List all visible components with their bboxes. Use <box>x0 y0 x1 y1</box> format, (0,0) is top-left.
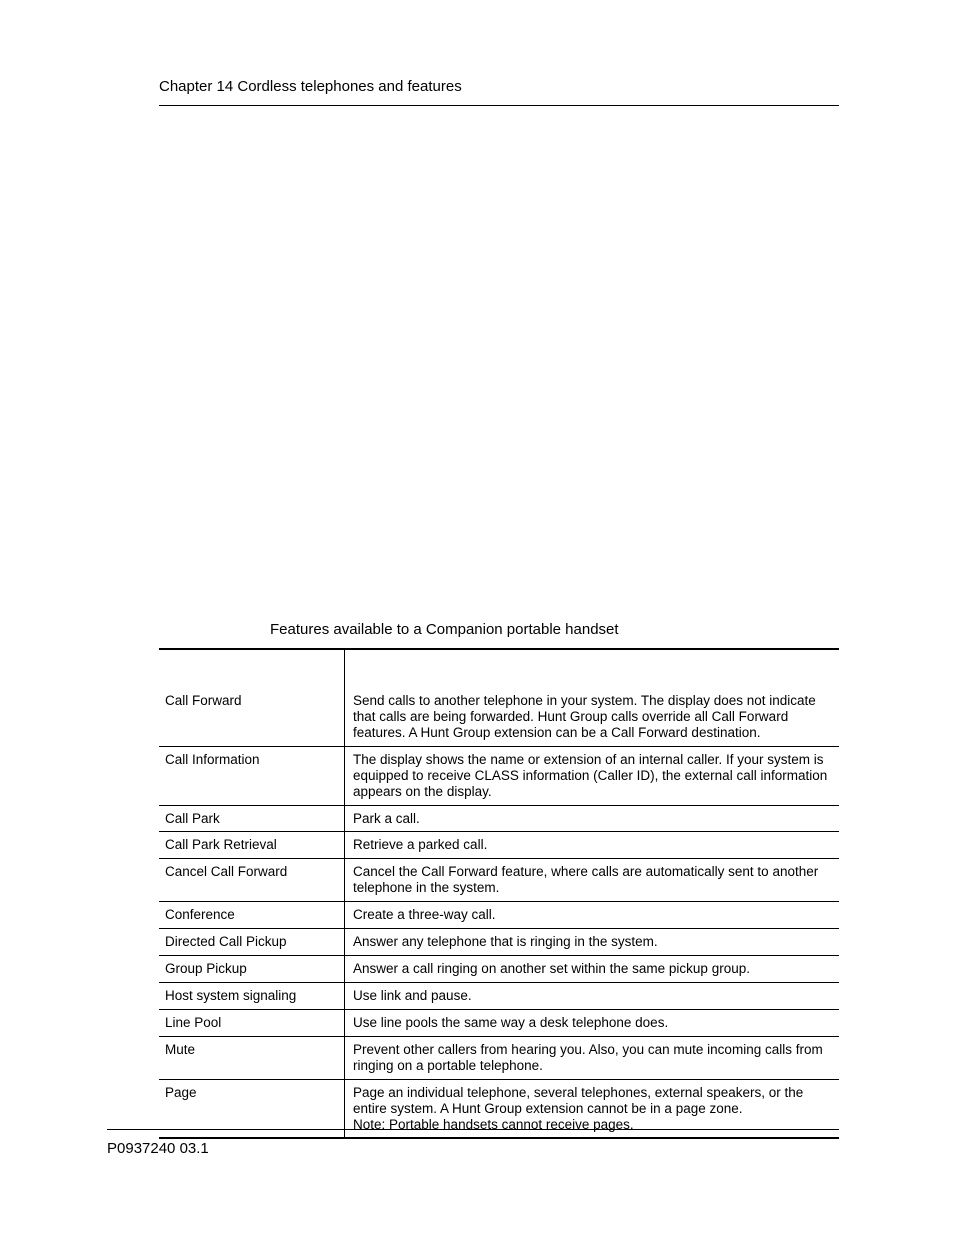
feature-name: Call Forward <box>159 688 345 746</box>
table-row: Call ForwardSend calls to another teleph… <box>159 688 839 746</box>
table-row: Host system signalingUse link and pause. <box>159 982 839 1009</box>
feature-name: Call Park <box>159 805 345 832</box>
table-header-cell-description <box>345 649 840 688</box>
table-title: Features available to a Companion portab… <box>270 621 619 638</box>
table-row: Directed Call PickupAnswer any telephone… <box>159 929 839 956</box>
feature-description: Answer a call ringing on another set wit… <box>345 956 840 983</box>
table-row: MutePrevent other callers from hearing y… <box>159 1036 839 1079</box>
feature-name: Line Pool <box>159 1009 345 1036</box>
document-page: Chapter 14 Cordless telephones and featu… <box>0 0 954 1235</box>
feature-name: Conference <box>159 902 345 929</box>
feature-name: Mute <box>159 1036 345 1079</box>
feature-name: Directed Call Pickup <box>159 929 345 956</box>
feature-name: Call Park Retrieval <box>159 832 345 859</box>
feature-description: Cancel the Call Forward feature, where c… <box>345 859 840 902</box>
feature-description: Use link and pause. <box>345 982 840 1009</box>
table-body: Call ForwardSend calls to another teleph… <box>159 688 839 1138</box>
table-header-row <box>159 649 839 688</box>
feature-description: Send calls to another telephone in your … <box>345 688 840 746</box>
feature-description: Retrieve a parked call. <box>345 832 840 859</box>
feature-name: Call Information <box>159 746 345 805</box>
feature-name: Cancel Call Forward <box>159 859 345 902</box>
feature-description: Answer any telephone that is ringing in … <box>345 929 840 956</box>
running-head: Chapter 14 Cordless telephones and featu… <box>159 78 839 106</box>
table-header-cell-feature <box>159 649 345 688</box>
feature-table: Call ForwardSend calls to another teleph… <box>159 648 839 1139</box>
table-row: Call InformationThe display shows the na… <box>159 746 839 805</box>
feature-description: The display shows the name or extension … <box>345 746 840 805</box>
table-row: Call Park RetrievalRetrieve a parked cal… <box>159 832 839 859</box>
feature-name: Host system signaling <box>159 982 345 1009</box>
table-row: ConferenceCreate a three-way call. <box>159 902 839 929</box>
feature-description: Use line pools the same way a desk telep… <box>345 1009 840 1036</box>
feature-description: Prevent other callers from hearing you. … <box>345 1036 840 1079</box>
feature-description: Park a call. <box>345 805 840 832</box>
table-row: Cancel Call ForwardCancel the Call Forwa… <box>159 859 839 902</box>
feature-description: Create a three-way call. <box>345 902 840 929</box>
table-row: Group PickupAnswer a call ringing on ano… <box>159 956 839 983</box>
table-row: Call ParkPark a call. <box>159 805 839 832</box>
table-row: Line PoolUse line pools the same way a d… <box>159 1009 839 1036</box>
feature-name: Group Pickup <box>159 956 345 983</box>
footer-doc-id: P0937240 03.1 <box>107 1140 209 1157</box>
footer-rule <box>107 1129 839 1130</box>
